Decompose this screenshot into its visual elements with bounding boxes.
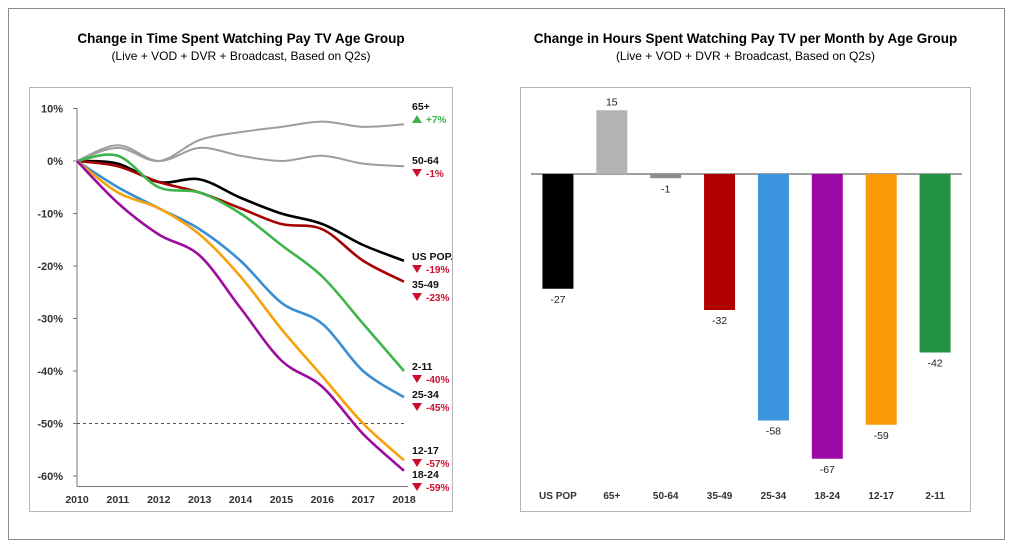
series-name-label-25-34: 25-34	[412, 389, 439, 401]
bar-value-label: -27	[550, 294, 565, 306]
series-name-label-65-: 65+	[412, 101, 430, 113]
bar-value-label: -58	[766, 426, 781, 438]
x-tick-label: 2010	[65, 494, 89, 506]
x-tick-label: 2016	[311, 494, 335, 506]
series-line-65-	[76, 120, 405, 163]
left-chart-title: Change in Time Spent Watching Pay TV Age…	[77, 31, 405, 46]
x-tick-label: 2013	[188, 494, 212, 506]
series-name-label-50-64: 50-64	[412, 155, 439, 167]
down-triangle-icon	[412, 265, 422, 273]
line-chart: 10% 0% -10% -20% -30% -40% -50% -60%2010 2011 201…	[37, 101, 453, 506]
series-line-us-pop-	[76, 159, 405, 262]
bar-2-11	[919, 174, 951, 353]
series-line-12-17	[76, 159, 405, 462]
series-name-label-us-pop-: US POP.	[412, 251, 452, 263]
x-category-label: 2-11	[925, 491, 945, 502]
series-change-label-12-17: -57%	[426, 459, 449, 470]
x-category-label: 12-17	[868, 491, 894, 502]
x-tick-label: 2011	[106, 494, 129, 506]
y-tick-label: -30%	[37, 314, 63, 326]
y-tick-label: -20%	[37, 261, 63, 273]
y-tick-label: 10%	[41, 104, 63, 116]
series-name-label-12-17: 12-17	[412, 445, 439, 457]
y-tick-label: -40%	[37, 366, 63, 378]
bar-us-pop	[542, 174, 574, 289]
left-chart-subtitle: (Live + VOD + DVR + Broadcast, Based on …	[111, 49, 371, 63]
series-line-2-11	[76, 153, 405, 372]
bar-chart-panel: -27 US POP 15 65+ -1 50-64 -32 35-49 -58 25-34 -67…	[520, 87, 971, 512]
up-triangle-icon	[412, 115, 422, 123]
bar-value-label: 15	[606, 96, 618, 108]
x-tick-label: 2017	[351, 494, 375, 506]
series-change-label-2-11: -40%	[426, 375, 449, 386]
x-tick-label: 2018	[392, 494, 416, 506]
x-tick-label: 2015	[270, 494, 294, 506]
series-name-label-18-24: 18-24	[412, 469, 439, 481]
bar-chart: -27 US POP 15 65+ -1 50-64 -32 35-49 -58 25-34 -67…	[531, 96, 962, 502]
x-category-label: 18-24	[815, 491, 841, 502]
x-category-label: US POP	[539, 491, 577, 502]
y-tick-label: -10%	[37, 209, 63, 221]
bar-65-	[596, 110, 628, 174]
series-change-label-50-64: -1%	[426, 169, 444, 180]
series-name-label-35-49: 35-49	[412, 279, 439, 291]
bar-50-64	[650, 174, 682, 179]
y-tick-label: 0%	[47, 156, 63, 168]
bar-35-49	[704, 174, 736, 310]
bar-value-label: -32	[712, 315, 727, 327]
x-category-label: 35-49	[707, 491, 733, 502]
series-change-label-25-34: -45%	[426, 403, 449, 414]
series-line-35-49	[76, 159, 405, 283]
right-chart-title: Change in Hours Spent Watching Pay TV pe…	[533, 31, 958, 46]
down-triangle-icon	[412, 403, 422, 411]
x-tick-label: 2014	[229, 494, 253, 506]
y-tick-label: -50%	[37, 419, 63, 431]
series-change-label-65-: +7%	[426, 115, 446, 126]
bar-25-34	[757, 174, 789, 421]
y-tick-label: -60%	[37, 471, 63, 483]
bar-12-17	[865, 174, 897, 425]
series-line-18-24	[76, 160, 405, 472]
x-tick-label: 2012	[147, 494, 171, 506]
x-category-label: 50-64	[653, 491, 679, 502]
down-triangle-icon	[412, 483, 422, 491]
series-line-50-64	[76, 144, 405, 168]
right-chart-subtitle: (Live + VOD + DVR + Broadcast, Based on …	[615, 49, 876, 63]
bar-18-24	[811, 174, 843, 459]
bar-value-label: -42	[927, 358, 942, 370]
x-category-label: 65+	[603, 491, 620, 502]
down-triangle-icon	[412, 375, 422, 383]
down-triangle-icon	[412, 293, 422, 301]
series-line-25-34	[76, 159, 405, 399]
line-chart-panel: 10% 0% -10% -20% -30% -40% -50% -60% 2010 2011 201…	[29, 87, 453, 512]
figure-frame	[8, 8, 1005, 540]
bar-value-label: -67	[820, 464, 835, 476]
down-triangle-icon	[412, 459, 422, 467]
bar-value-label: -1	[661, 183, 670, 195]
series-change-label-us-pop-: -19%	[426, 265, 449, 276]
series-change-label-18-24: -59%	[426, 483, 449, 494]
bar-value-label: -59	[874, 430, 889, 442]
down-triangle-icon	[412, 169, 422, 177]
series-name-label-2-11: 2-11	[412, 361, 433, 373]
x-category-label: 25-34	[761, 491, 787, 502]
series-change-label-35-49: -23%	[426, 293, 449, 304]
